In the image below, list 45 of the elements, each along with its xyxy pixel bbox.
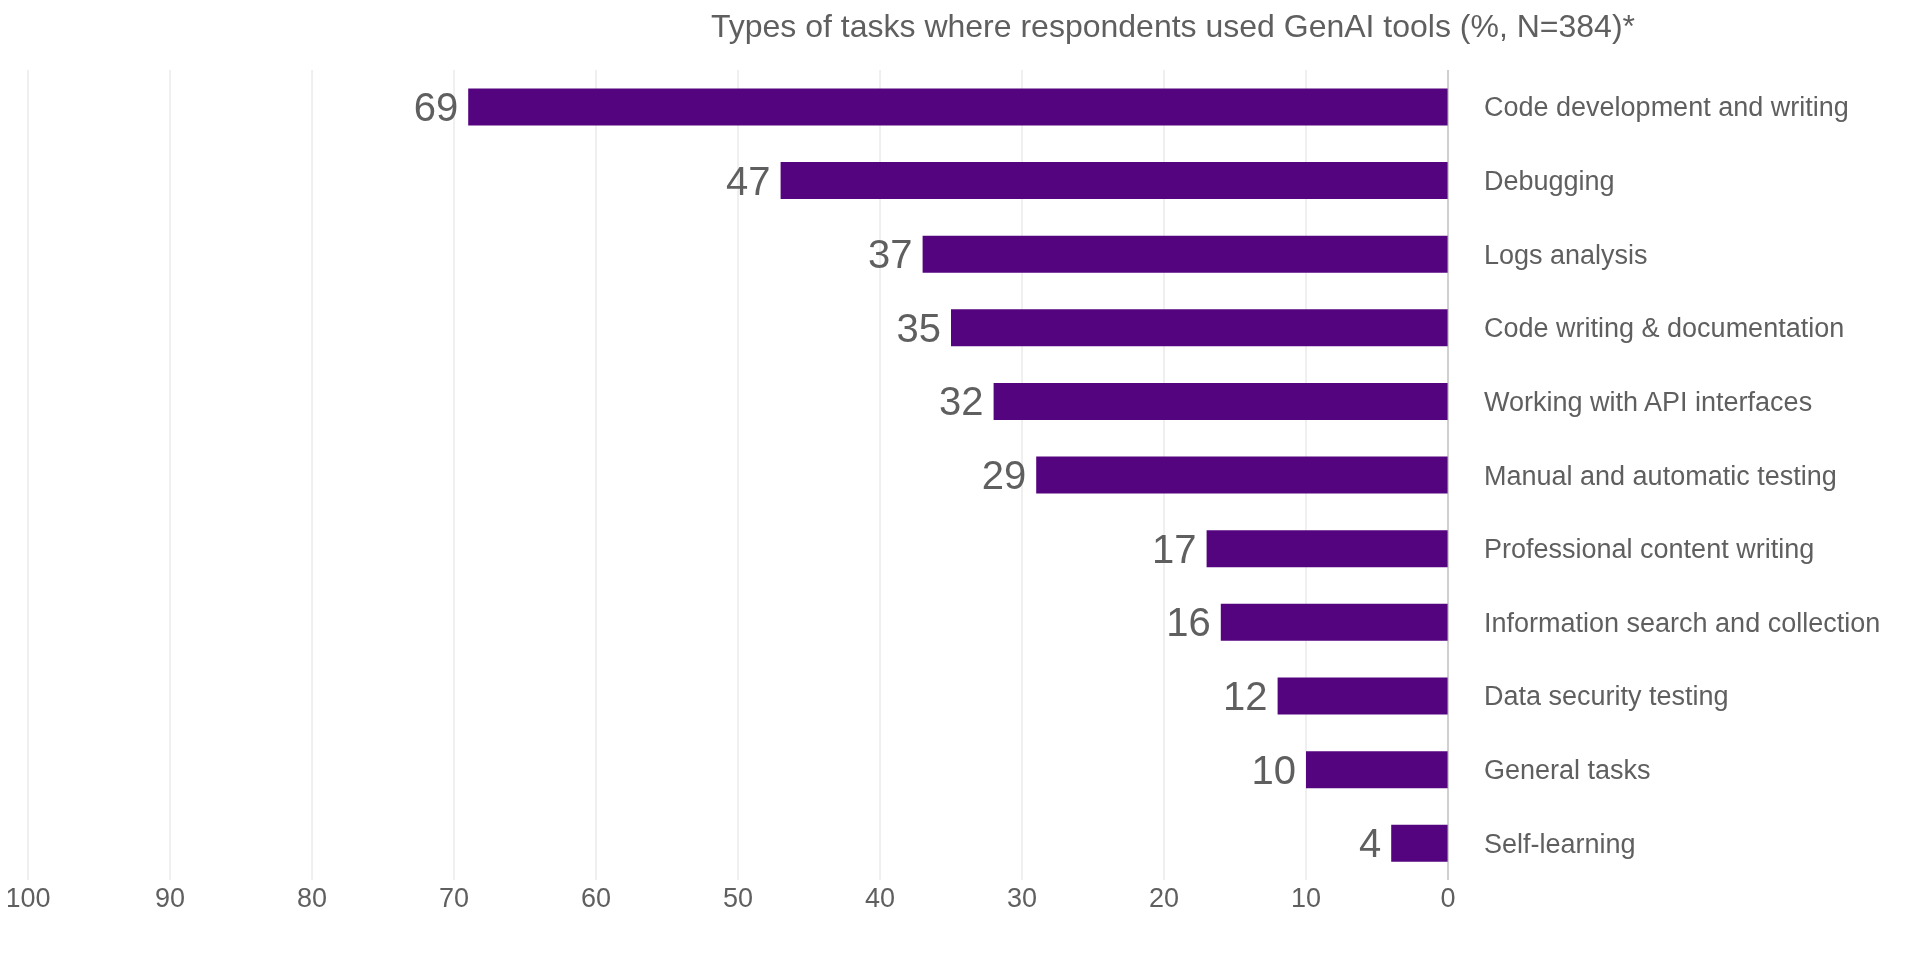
y-tick-label: Code writing & documentation [1484, 313, 1845, 344]
bar [1220, 603, 1448, 641]
y-tick-label: Self-learning [1484, 828, 1636, 859]
y-tick-label: Manual and automatic testing [1484, 460, 1837, 491]
y-tick-label: General tasks [1484, 755, 1651, 786]
y-tick-label: Data security testing [1484, 681, 1729, 712]
bar [1391, 824, 1448, 862]
x-tick-label: 40 [864, 883, 896, 914]
x-tick-label: 90 [154, 883, 186, 914]
x-tick-label: 100 [5, 883, 51, 914]
bar [951, 309, 1448, 347]
data-label: 10 [1251, 747, 1296, 792]
data-label: 12 [1223, 674, 1268, 718]
y-tick-label: Debugging [1484, 166, 1615, 197]
bar [1206, 530, 1448, 568]
x-tick-label: 50 [722, 883, 754, 914]
y-tick-label: Code development and writing [1484, 92, 1849, 123]
data-label: 47 [726, 158, 771, 203]
x-tick-label: 20 [1148, 883, 1180, 914]
x-tick-label: 30 [1006, 883, 1038, 914]
bar [780, 162, 1448, 200]
data-label: 35 [896, 305, 941, 350]
data-label: 37 [868, 232, 913, 277]
x-tick-label: 0 [1440, 883, 1456, 914]
x-tick-label: 70 [438, 883, 470, 914]
bar [922, 235, 1448, 273]
bar [1036, 456, 1448, 494]
y-tick-label: Working with API interfaces [1484, 386, 1813, 417]
data-label: 4 [1358, 821, 1382, 866]
bar [468, 88, 1448, 126]
y-tick-label: Information search and collection [1484, 607, 1881, 638]
bar [1306, 751, 1448, 789]
chart-title: Types of tasks where respondents used GenAI tools (%, N=384)* [709, 8, 1636, 46]
data-label: 29 [981, 453, 1027, 498]
data-label: 17 [1152, 526, 1197, 571]
x-tick-label: 10 [1290, 883, 1322, 914]
y-tick-label: Logs analysis [1484, 239, 1648, 270]
data-label: 32 [939, 379, 984, 424]
data-label: 16 [1166, 600, 1211, 645]
data-label: 69 [413, 84, 459, 129]
x-tick-label: 80 [296, 883, 328, 914]
bar [993, 382, 1448, 420]
y-tick-label: Professional content writing [1484, 534, 1815, 565]
bar [1277, 677, 1448, 715]
x-tick-label: 60 [580, 883, 612, 914]
